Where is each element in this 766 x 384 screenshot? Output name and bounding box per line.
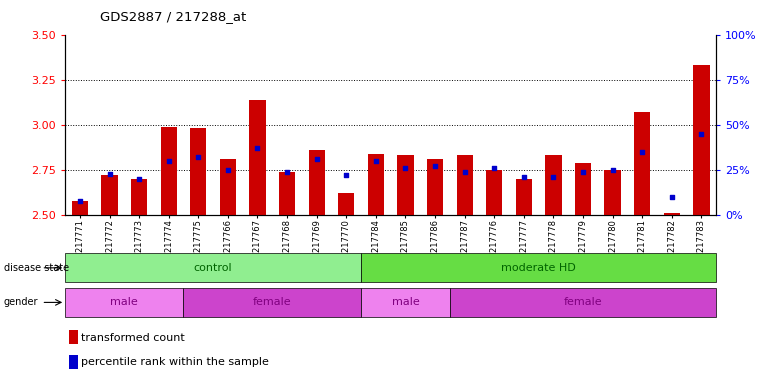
Bar	[131, 179, 147, 215]
Point	[696, 131, 708, 137]
Bar	[65, 253, 361, 282]
Text: male: male	[391, 297, 419, 308]
Bar	[368, 154, 384, 215]
Point	[607, 167, 619, 173]
Point	[340, 172, 352, 179]
Text: female: female	[564, 297, 602, 308]
Bar	[161, 127, 177, 215]
Bar	[338, 194, 355, 215]
Bar	[65, 288, 184, 317]
Bar	[72, 200, 88, 215]
Text: disease state: disease state	[4, 263, 69, 273]
Point	[370, 158, 382, 164]
Text: gender: gender	[4, 297, 38, 308]
Point	[192, 154, 205, 161]
Bar	[361, 288, 450, 317]
Bar	[693, 65, 709, 215]
Point	[459, 169, 471, 175]
Point	[251, 145, 264, 151]
Point	[577, 169, 589, 175]
Point	[222, 167, 234, 173]
Point	[547, 174, 559, 180]
Point	[518, 174, 530, 180]
Point	[666, 194, 678, 200]
Bar	[634, 112, 650, 215]
Point	[429, 163, 441, 169]
Point	[281, 169, 293, 175]
Text: percentile rank within the sample: percentile rank within the sample	[81, 357, 269, 367]
Text: transformed count: transformed count	[81, 333, 185, 343]
Point	[399, 165, 411, 171]
Bar	[220, 159, 236, 215]
Bar	[398, 156, 414, 215]
Bar	[486, 170, 502, 215]
Point	[103, 170, 116, 177]
Point	[133, 176, 146, 182]
Point	[636, 149, 648, 155]
Bar	[190, 128, 206, 215]
Bar	[450, 288, 716, 317]
Bar	[457, 156, 473, 215]
Point	[310, 156, 322, 162]
Text: GDS2887 / 217288_at: GDS2887 / 217288_at	[100, 10, 246, 23]
Text: female: female	[253, 297, 292, 308]
Bar	[427, 159, 444, 215]
Bar	[545, 156, 561, 215]
Point	[162, 158, 175, 164]
Point	[74, 197, 86, 204]
Text: control: control	[194, 263, 232, 273]
Bar	[250, 99, 266, 215]
Bar	[663, 213, 680, 215]
Text: male: male	[110, 297, 138, 308]
Bar	[361, 253, 716, 282]
Bar	[101, 175, 118, 215]
Bar	[575, 163, 591, 215]
Bar	[604, 170, 620, 215]
Bar	[516, 179, 532, 215]
Bar	[309, 150, 325, 215]
Point	[488, 165, 500, 171]
Text: moderate HD: moderate HD	[501, 263, 576, 273]
Bar	[184, 288, 361, 317]
Bar	[279, 172, 295, 215]
